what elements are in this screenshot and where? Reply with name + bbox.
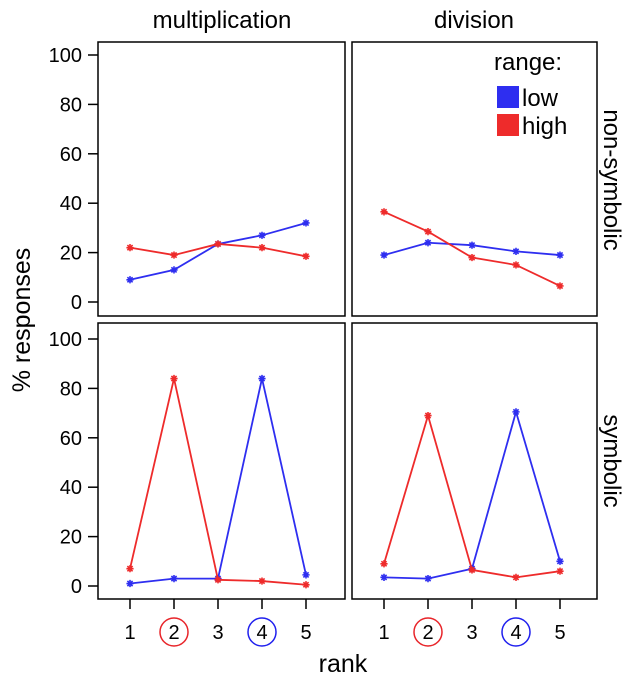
data-point-multiplication-symbolic-high-4 — [258, 577, 266, 585]
data-point-division-symbolic-high-2 — [424, 411, 432, 420]
data-point-division-non-symbolic-low-5 — [556, 251, 564, 259]
y-tick-label-symbolic-20: 20 — [60, 527, 82, 549]
y-axis-title: % responses — [8, 248, 36, 393]
y-tick-label-non-symbolic-80: 80 — [60, 94, 82, 116]
data-point-multiplication-symbolic-high-3 — [214, 576, 222, 584]
data-point-division-non-symbolic-low-1 — [380, 251, 388, 259]
data-point-division-symbolic-high-4 — [512, 573, 520, 581]
data-point-multiplication-symbolic-low-1 — [126, 579, 134, 588]
panel-frame-multiplication-symbolic — [97, 322, 346, 600]
x-tick-label-multiplication-2: 2 — [168, 622, 179, 644]
data-point-multiplication-non-symbolic-low-5 — [302, 219, 310, 227]
x-tick-circle-division-2 — [413, 617, 443, 647]
data-point-division-symbolic-high-5 — [556, 567, 564, 575]
x-tick-circle-multiplication-2 — [159, 617, 189, 647]
row-label-symbolic: symbolic — [598, 414, 625, 507]
legend-label-high: high — [522, 113, 567, 140]
row-label-non-symbolic: non-symbolic — [598, 109, 625, 250]
x-tick-label-division-4: 4 — [510, 622, 521, 644]
data-point-multiplication-symbolic-low-5 — [302, 571, 310, 579]
x-axis-title: rank — [319, 650, 368, 678]
y-tick-label-non-symbolic-20: 20 — [60, 243, 82, 265]
data-point-division-non-symbolic-low-2 — [424, 239, 432, 247]
data-point-multiplication-non-symbolic-low-4 — [258, 231, 266, 239]
panel-frame-division-non-symbolic — [351, 41, 598, 317]
panel-frame-division-symbolic — [351, 322, 598, 600]
y-tick-label-symbolic-60: 60 — [60, 428, 82, 450]
x-tick-label-multiplication-1: 1 — [124, 622, 135, 644]
data-point-multiplication-non-symbolic-low-1 — [126, 276, 134, 284]
x-tick-label-division-1: 1 — [378, 622, 389, 644]
legend: range: low high — [494, 49, 567, 140]
data-point-multiplication-non-symbolic-high-2 — [170, 251, 178, 259]
data-point-division-symbolic-high-3 — [468, 566, 476, 574]
data-point-division-non-symbolic-high-1 — [380, 208, 388, 216]
y-tick-label-non-symbolic-40: 40 — [60, 193, 82, 215]
data-point-multiplication-symbolic-low-2 — [170, 574, 178, 583]
data-point-multiplication-non-symbolic-high-5 — [302, 252, 310, 260]
column-label-division: division — [434, 7, 514, 34]
y-tick-label-symbolic-40: 40 — [60, 477, 82, 499]
data-point-multiplication-non-symbolic-high-1 — [126, 244, 134, 252]
column-label-multiplication: multiplication — [153, 7, 292, 34]
data-point-multiplication-non-symbolic-low-2 — [170, 266, 178, 274]
x-tick-circle-division-4 — [501, 617, 531, 647]
data-point-multiplication-non-symbolic-high-4 — [258, 244, 266, 252]
legend-swatch-low — [497, 86, 519, 108]
data-point-multiplication-symbolic-low-4 — [258, 374, 266, 383]
y-tick-label-symbolic-0: 0 — [71, 576, 82, 598]
y-tick-label-symbolic-100: 100 — [49, 329, 82, 351]
data-point-division-non-symbolic-high-3 — [468, 253, 476, 262]
data-point-multiplication-symbolic-high-2 — [170, 374, 178, 383]
legend-title: range: — [494, 49, 562, 76]
x-tick-label-division-2: 2 — [422, 622, 433, 644]
x-tick-label-multiplication-3: 3 — [212, 622, 223, 644]
data-point-division-symbolic-low-5 — [556, 557, 564, 565]
data-point-multiplication-non-symbolic-high-3 — [214, 240, 222, 248]
data-point-division-non-symbolic-low-4 — [512, 247, 520, 255]
x-tick-label-division-3: 3 — [466, 622, 477, 644]
x-tick-label-multiplication-5: 5 — [300, 622, 311, 644]
data-point-division-symbolic-low-1 — [380, 573, 388, 581]
data-point-division-non-symbolic-high-4 — [512, 261, 520, 269]
y-tick-label-non-symbolic-0: 0 — [71, 292, 82, 314]
data-point-division-non-symbolic-high-5 — [556, 282, 564, 290]
x-tick-label-division-5: 5 — [554, 622, 565, 644]
y-tick-label-non-symbolic-100: 100 — [49, 45, 82, 67]
data-point-multiplication-symbolic-high-1 — [126, 565, 134, 573]
legend-label-low: low — [522, 85, 559, 112]
x-tick-circle-multiplication-4 — [247, 617, 277, 647]
y-tick-label-non-symbolic-60: 60 — [60, 144, 82, 166]
panel-frame-multiplication-non-symbolic — [97, 41, 346, 317]
data-point-division-symbolic-low-2 — [424, 574, 432, 583]
data-point-division-non-symbolic-high-2 — [424, 228, 432, 236]
legend-swatch-high — [497, 114, 519, 136]
data-point-division-non-symbolic-low-3 — [468, 241, 476, 249]
data-point-multiplication-symbolic-high-5 — [302, 581, 310, 589]
y-tick-label-symbolic-80: 80 — [60, 378, 82, 400]
data-point-division-symbolic-low-4 — [512, 408, 520, 416]
x-tick-label-multiplication-4: 4 — [256, 622, 267, 644]
data-point-division-symbolic-high-1 — [380, 560, 388, 568]
